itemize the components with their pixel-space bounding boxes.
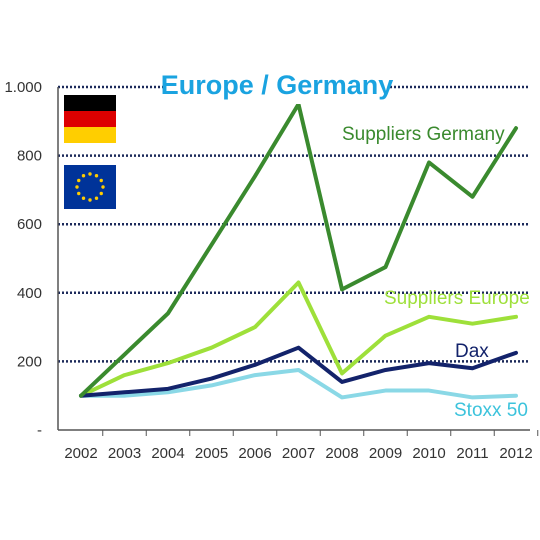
x-tick-label: 2002 — [64, 445, 97, 462]
y-tick-label: 1.000 — [4, 79, 42, 96]
x-tick-label: 2007 — [282, 445, 315, 462]
eu-star — [101, 185, 105, 189]
x-tick-label: 2012 — [499, 445, 532, 462]
eu-star — [99, 191, 103, 196]
series-line-dax — [79, 345, 518, 398]
label-dax: Dax — [455, 341, 489, 362]
flag-germany-icon — [64, 95, 116, 143]
label-suppliers-europe: Suppliers Europe — [384, 288, 530, 309]
eu-star — [81, 196, 86, 200]
title-background — [166, 66, 388, 104]
label-suppliers-germany: Suppliers Germany — [342, 124, 505, 145]
y-tick-label: - — [37, 422, 42, 439]
y-tick-label: 800 — [17, 148, 42, 165]
x-tick-label: 2008 — [325, 445, 358, 462]
series-line-stoxx-50 — [79, 367, 518, 400]
series-line-suppliers-germany — [79, 102, 518, 398]
series-line-suppliers-europe — [79, 280, 518, 398]
eu-star — [77, 178, 81, 183]
eu-star — [81, 174, 86, 178]
x-tick-label: 2004 — [151, 445, 184, 462]
eu-star — [77, 191, 81, 196]
eu-star — [99, 178, 103, 183]
y-tick-label: 600 — [17, 216, 42, 233]
eu-star — [94, 174, 99, 178]
chart-title: Europe / Germany — [161, 70, 394, 100]
x-tick-label: 2009 — [369, 445, 402, 462]
flag-eu-icon — [64, 165, 116, 209]
eu-star — [94, 196, 99, 200]
x-tick-labels: 2002 2003 2004 2005 2006 2007 2008 2009 2010 2011… — [64, 430, 539, 462]
axes — [57, 87, 530, 431]
x-tick-label: 2005 — [195, 445, 228, 462]
eu-star — [88, 198, 92, 202]
x-tick-label: 2003 — [108, 445, 141, 462]
x-tick-label: 2011 — [456, 445, 488, 462]
x-tick-label: 2010 — [412, 445, 445, 462]
y-tick-labels: - 200 400 600 800 1.000 — [4, 79, 42, 439]
label-stoxx-50: Stoxx 50 — [454, 400, 528, 421]
eu-star — [88, 172, 92, 176]
y-tick-label: 200 — [17, 353, 42, 370]
grid-lines — [58, 85, 530, 363]
series-lines — [79, 102, 518, 400]
eu-star — [75, 185, 79, 189]
x-tick-label: 2006 — [238, 445, 271, 462]
y-tick-label: 400 — [17, 285, 42, 302]
